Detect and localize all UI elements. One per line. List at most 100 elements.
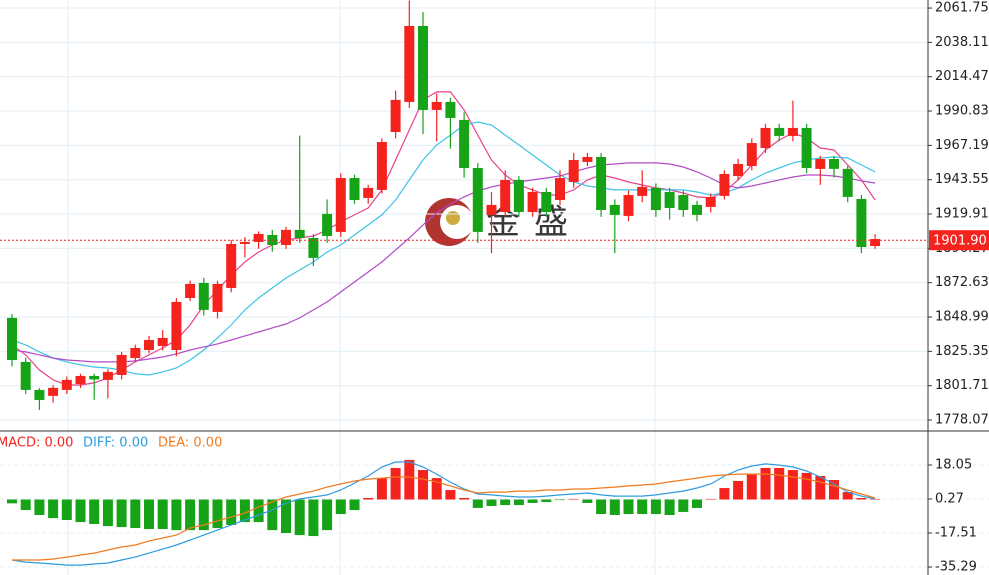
macd-bar — [185, 499, 196, 531]
candle-body — [760, 127, 771, 148]
macd-bar — [308, 499, 319, 537]
macd-bar — [486, 499, 497, 507]
macd-bar — [89, 499, 100, 525]
y-tick-label: -35.29 — [935, 560, 977, 575]
candle-body — [650, 187, 661, 210]
macd-bar — [527, 499, 538, 503]
candle-body — [335, 178, 346, 232]
candle-body — [459, 119, 470, 169]
candle-body — [870, 239, 881, 247]
candle-body — [185, 283, 196, 298]
vertical-grid — [67, 0, 656, 575]
macd-bar — [363, 497, 374, 500]
candle-body — [705, 196, 716, 207]
y-tick-label: 1825.35 — [935, 344, 989, 359]
macd-bar — [431, 478, 442, 500]
watermark-text: 金盛 — [486, 203, 582, 243]
macd-bar — [733, 480, 744, 500]
macd-bar — [513, 499, 524, 506]
macd-bar — [459, 497, 470, 500]
candle-body — [239, 241, 250, 244]
candle-body — [692, 204, 702, 215]
legend-entry: DEA: 0.00 — [158, 436, 222, 451]
candle-body — [445, 101, 456, 118]
macd-bar — [349, 499, 360, 511]
macd-bar — [7, 499, 17, 504]
line — [11, 121, 876, 376]
y-tick-label: 1778.07 — [935, 413, 989, 428]
candle-body — [34, 389, 45, 400]
macd-bar — [226, 499, 237, 525]
macd-bar — [842, 492, 853, 500]
last-price-box — [929, 230, 989, 251]
macd-bar — [281, 499, 291, 533]
candle-body — [472, 168, 483, 232]
macd-bar — [294, 499, 305, 536]
macd-bar — [787, 470, 798, 500]
line — [12, 473, 876, 561]
macd-bar — [609, 499, 620, 516]
candle-body — [527, 191, 538, 213]
candle-body — [431, 101, 442, 110]
y-tick-label: 1919.91 — [935, 207, 989, 222]
candle-body — [116, 354, 127, 375]
y-tick-label: 18.05 — [935, 457, 972, 472]
candle-body — [404, 25, 415, 102]
macd-bar — [623, 499, 634, 515]
candle-body — [541, 191, 552, 213]
y-tick-label: 1848.99 — [935, 310, 989, 325]
candle-body — [294, 229, 305, 239]
candle-body — [500, 179, 511, 213]
candle-body — [513, 179, 524, 213]
candle-body — [308, 238, 319, 258]
candle-body — [48, 387, 59, 396]
macd-bar — [239, 499, 250, 523]
macd-bar — [650, 499, 661, 515]
macd-bar — [75, 499, 86, 523]
logo — [446, 211, 460, 225]
macd-bar — [48, 499, 59, 519]
line — [11, 162, 876, 363]
candle-body — [609, 204, 620, 215]
y-tick-label: 1872.63 — [935, 275, 989, 290]
macd-bar — [116, 499, 127, 528]
candle-body — [144, 339, 154, 350]
candle-body — [637, 186, 648, 196]
macd-bar — [20, 499, 31, 511]
candle-body — [733, 163, 744, 177]
candle-body — [75, 375, 86, 384]
macd-bar — [637, 499, 648, 515]
y-tick-label: 2061.75 — [935, 1, 989, 16]
candle-body — [774, 127, 785, 136]
macd-bar — [472, 499, 483, 508]
y-tick-label: 1801.71 — [935, 378, 989, 393]
candle-body — [568, 160, 579, 182]
macd-bar — [596, 499, 607, 515]
candle-body — [596, 156, 607, 210]
candle-body — [198, 282, 209, 310]
candle-body — [664, 191, 675, 208]
legend-entry: MACD: 0.00 — [0, 436, 73, 451]
candle-body — [678, 195, 689, 210]
macd-bar — [500, 499, 511, 506]
macd-bar — [815, 475, 826, 500]
macd-bar — [418, 470, 428, 500]
candle-body — [281, 229, 291, 245]
legend-entry: DIFF: 0.00 — [83, 436, 148, 451]
candle-body — [322, 213, 333, 236]
candle-body — [390, 99, 401, 133]
candle-body — [226, 243, 237, 288]
y-tick-label: -17.51 — [935, 526, 977, 541]
candle-body — [719, 173, 730, 196]
macd-bar — [801, 472, 812, 500]
candle-body — [623, 195, 634, 216]
candle-body — [486, 204, 497, 215]
macd-bar — [678, 499, 689, 512]
macd-bar — [760, 467, 771, 500]
candle-body — [418, 25, 428, 110]
candle-body — [7, 317, 17, 361]
y-tick-label: 2038.11 — [935, 35, 989, 50]
watermark: 金盛 — [425, 198, 582, 246]
